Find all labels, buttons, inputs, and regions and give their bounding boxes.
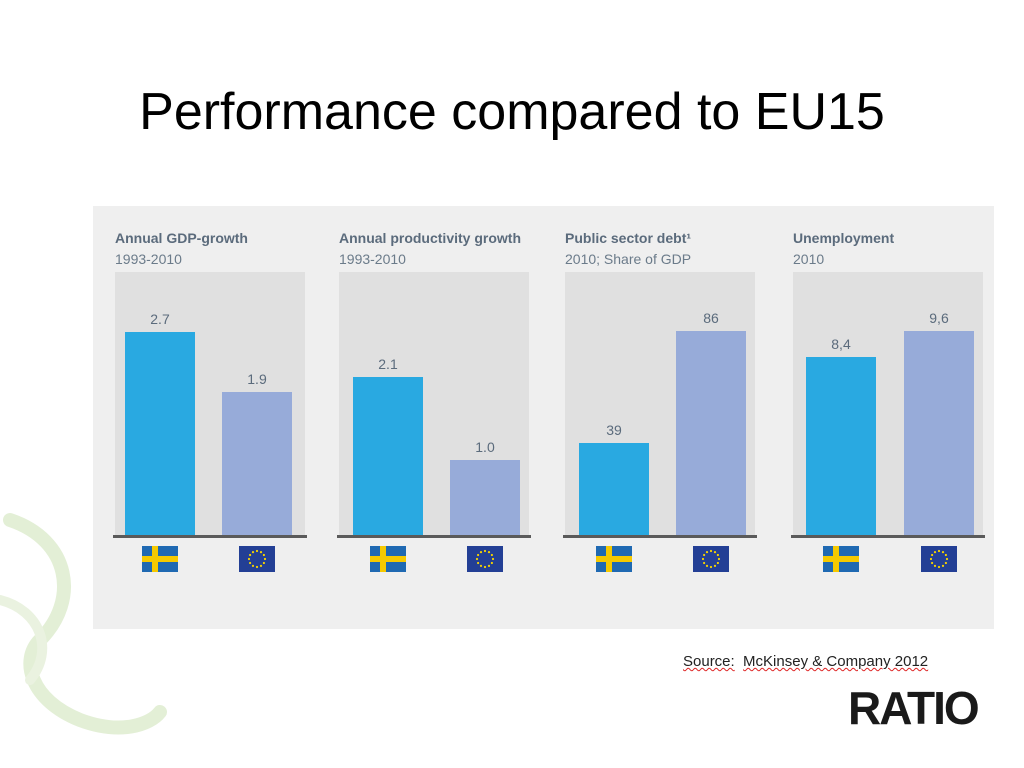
chart-gdp-growth: Annual GDP-growth 1993-2010 2.7 1.9: [113, 206, 327, 629]
chart-title: Public sector debt¹: [565, 230, 692, 246]
chart-subtitle: 1993-2010: [339, 251, 406, 267]
sweden-flag-icon: [596, 546, 632, 572]
bar-sweden: [806, 357, 876, 535]
chart-subtitle: 1993-2010: [115, 251, 182, 267]
data-label: 8,4: [831, 336, 851, 352]
data-label: 39: [606, 422, 622, 438]
data-label: 1.9: [247, 371, 267, 387]
bar-sweden: [353, 377, 423, 535]
data-label: 9,6: [929, 310, 949, 326]
chart-subtitle: 2010; Share of GDP: [565, 251, 692, 267]
page-title: Performance compared to EU15: [139, 83, 885, 141]
decorative-swirl: [0, 513, 167, 735]
data-label: 1.0: [475, 439, 495, 455]
bar-eu15: [450, 460, 520, 535]
chart-public-debt: Public sector debt¹ 2010; Share of GDP 3…: [563, 206, 779, 629]
chart-unemployment: Unemployment 2010 8,4 9,6: [791, 206, 987, 629]
sweden-flag-icon: [142, 546, 178, 572]
eu-flag-icon: [467, 546, 503, 572]
eu-flag-icon: [239, 546, 275, 572]
eu-flag-icon: [921, 546, 957, 572]
bar-eu15: [676, 331, 746, 535]
ratio-logo: RATIO: [848, 682, 980, 734]
bar-sweden: [125, 332, 195, 535]
source-label: Source:: [683, 653, 735, 670]
sweden-flag-icon: [823, 546, 859, 572]
x-axis-line: [337, 535, 531, 538]
bar-sweden: [579, 443, 649, 535]
chart-panel: Annual GDP-growth 1993-2010 2.7 1.9 Annua…: [93, 206, 994, 629]
chart-title: Unemployment: [793, 230, 895, 246]
x-axis-line: [791, 535, 985, 538]
chart-title: Annual productivity growth: [339, 230, 521, 246]
source-text: McKinsey & Company 2012: [743, 653, 929, 670]
x-axis-line: [113, 535, 307, 538]
data-label: 2.7: [150, 311, 170, 327]
source-note: Source: McKinsey & Company 2012: [683, 653, 928, 670]
bar-eu15: [222, 392, 292, 535]
eu-flag-icon: [693, 546, 729, 572]
chart-title: Annual GDP-growth: [115, 230, 248, 246]
bar-eu15: [904, 331, 974, 535]
data-label: 2.1: [378, 356, 398, 372]
chart-productivity-growth: Annual productivity growth 1993-2010 2.1…: [337, 206, 539, 629]
chart-subtitle: 2010: [793, 251, 825, 267]
data-label: 86: [703, 310, 719, 326]
x-axis-line: [563, 535, 757, 538]
sweden-flag-icon: [370, 546, 406, 572]
